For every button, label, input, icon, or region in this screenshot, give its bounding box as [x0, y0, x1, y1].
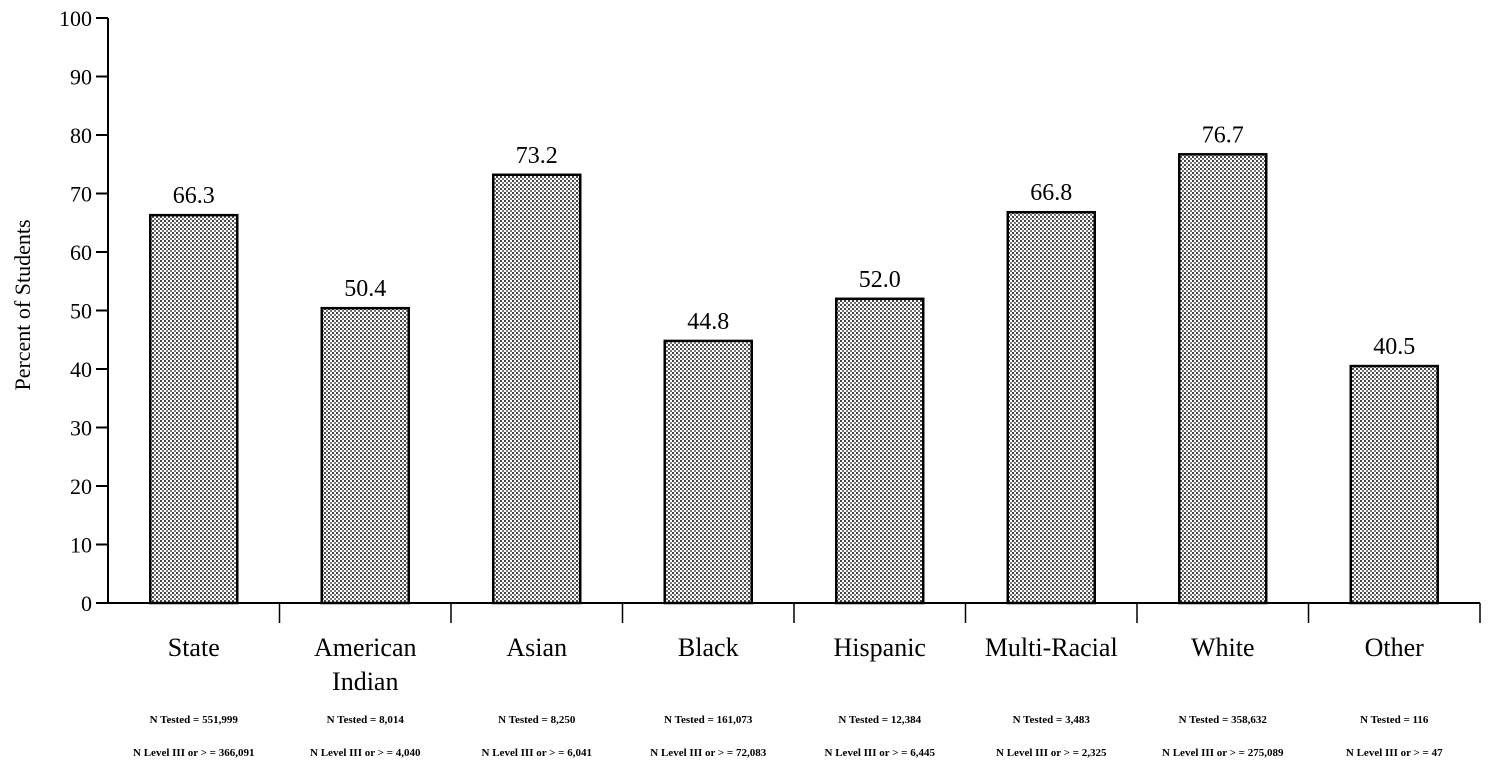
- data-label: 66.8: [1030, 180, 1072, 206]
- n-level-label: N Level III or > = 366,091: [133, 747, 254, 759]
- n-level-label: N Level III or > = 47: [1346, 747, 1443, 759]
- n-level-label: N Level III or > = 2,325: [996, 747, 1107, 759]
- data-label: 52.0: [859, 267, 901, 293]
- bar: [835, 297, 925, 605]
- n-tested-label: N Tested = 8,014: [327, 714, 405, 726]
- bar: [320, 306, 410, 605]
- n-level-label: N Level III or > = 6,445: [825, 747, 936, 759]
- y-tick-label: 70: [70, 182, 92, 207]
- y-tick-label: 60: [70, 240, 92, 265]
- n-tested-label: N Tested = 116: [1360, 714, 1429, 726]
- n-level-label: N Level III or > = 4,040: [310, 747, 421, 759]
- n-tested-label: N Tested = 8,250: [498, 714, 576, 726]
- x-tick-label: White: [1191, 633, 1255, 662]
- x-tick-label: Black: [678, 633, 739, 662]
- labels: 66.3 State N Tested = 551,999 N Level III o…: [133, 122, 1443, 759]
- x-tick-label: Multi-Racial: [985, 633, 1118, 662]
- data-label: 66.3: [173, 183, 215, 209]
- n-tested-label: N Tested = 551,999: [150, 714, 239, 726]
- bar: [149, 213, 239, 605]
- data-label: 40.5: [1373, 334, 1415, 360]
- bars: [149, 153, 1439, 605]
- y-tick-label: 10: [70, 533, 92, 558]
- y-tick-label: 80: [70, 123, 92, 148]
- y-tick-label: 30: [70, 416, 92, 441]
- data-label: 76.7: [1202, 122, 1244, 148]
- data-label: 73.2: [516, 143, 558, 169]
- bar: [663, 339, 753, 605]
- n-tested-label: N Tested = 12,384: [838, 714, 921, 726]
- n-level-label: N Level III or > = 72,083: [650, 747, 766, 759]
- x-tick-label: Other: [1365, 633, 1425, 662]
- y-tick-label: 100: [59, 6, 92, 31]
- n-tested-label: N Tested = 161,073: [664, 714, 753, 726]
- bar: [1006, 210, 1096, 605]
- bar: [1178, 153, 1268, 605]
- n-tested-label: N Tested = 358,632: [1179, 714, 1268, 726]
- y-tick-label: 50: [70, 299, 92, 324]
- x-tick-label: Asian: [506, 633, 567, 662]
- y-axis-label: Percent of Students: [10, 219, 35, 390]
- n-level-label: N Level III or > = 275,089: [1162, 747, 1284, 759]
- y-tick-label: 40: [70, 357, 92, 382]
- y-tick-label: 90: [70, 65, 92, 90]
- x-tick-label: Hispanic: [834, 633, 926, 662]
- data-label: 50.4: [344, 276, 386, 302]
- x-tick-label: State: [168, 633, 220, 662]
- bar: [1349, 364, 1439, 605]
- x-tick-label: American: [314, 633, 417, 662]
- y-tick-label: 20: [70, 474, 92, 499]
- n-level-label: N Level III or > = 6,041: [482, 747, 592, 759]
- n-tested-label: N Tested = 3,483: [1013, 714, 1091, 726]
- data-label: 44.8: [687, 309, 729, 335]
- y-tick-label: 0: [81, 591, 92, 616]
- x-tick-label: Indian: [332, 667, 398, 696]
- bar: [492, 173, 582, 605]
